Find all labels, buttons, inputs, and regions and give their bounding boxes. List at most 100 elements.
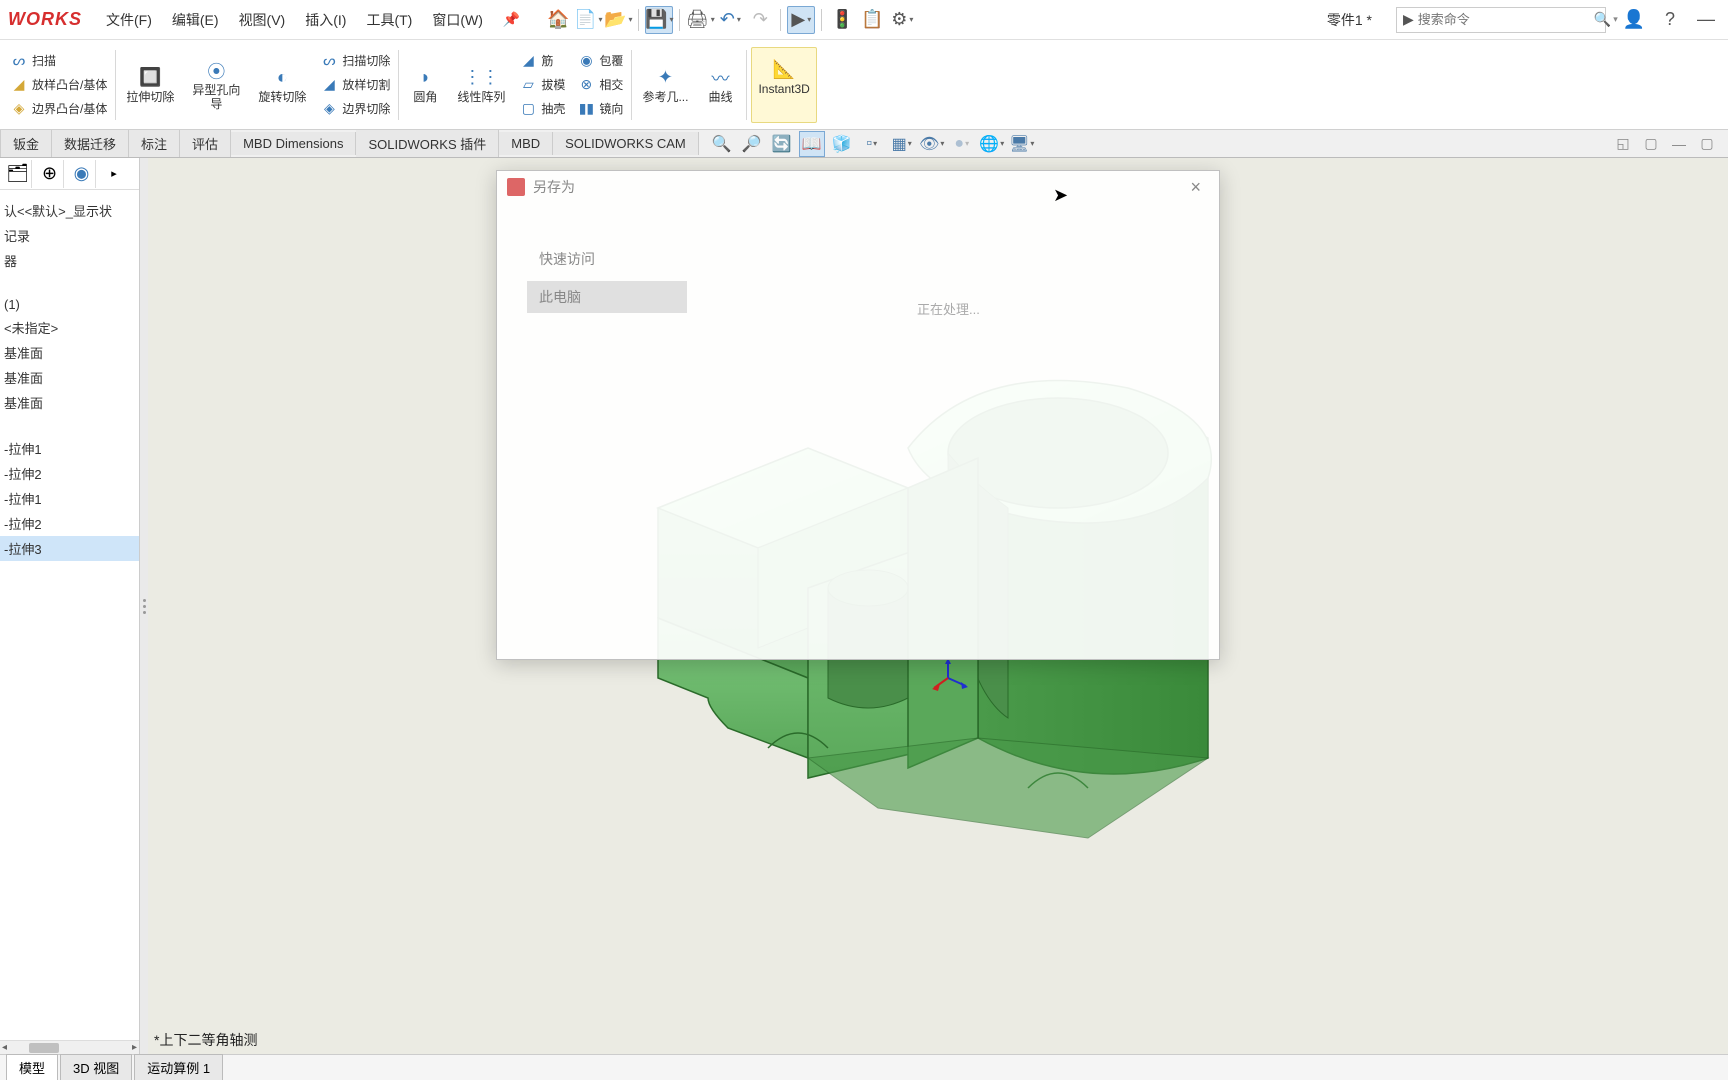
tab-sw-addins[interactable]: SOLIDWORKS 插件 <box>356 130 499 157</box>
tab-sheetmetal[interactable]: 钣金 <box>0 130 52 157</box>
bottom-tab-3dview[interactable]: 3D 视图 <box>60 1054 132 1080</box>
dialog-title-text: 另存为 <box>533 177 575 197</box>
tab-evaluate[interactable]: 评估 <box>180 130 231 157</box>
wrap-button[interactable]: ◉包覆 <box>573 50 627 72</box>
edit-appearance-icon[interactable]: 👁 <box>919 131 945 157</box>
tree-blank[interactable] <box>0 273 139 294</box>
scene-icon[interactable]: ● <box>949 131 975 157</box>
hole-wizard-button[interactable]: ⦿异型孔向导 <box>184 57 248 113</box>
menu-view[interactable]: 视图(V) <box>231 6 294 34</box>
chevron-down-icon[interactable]: ▾ <box>1613 14 1618 25</box>
tree-item-1[interactable]: (1) <box>0 294 139 315</box>
tree-plane-1[interactable]: 基准面 <box>0 340 139 365</box>
draft-button[interactable]: ▱拔模 <box>515 74 569 96</box>
linear-pattern-button[interactable]: ⋮⋮线性阵列 <box>451 64 511 106</box>
dialog-close-button[interactable]: × <box>1182 177 1209 198</box>
tree-scrollbar[interactable]: ◂▸ <box>0 1040 139 1054</box>
scan-cut-button[interactable]: ᔕ扫描切除 <box>316 50 394 72</box>
zoom-fit-icon[interactable]: 🔍 <box>709 131 735 157</box>
view-orient-icon[interactable]: 🧊 <box>829 131 855 157</box>
loft-boss-button[interactable]: ◢放样凸台/基体 <box>6 74 111 96</box>
search-icon[interactable]: 🔍 <box>1594 11 1611 28</box>
menu-window[interactable]: 窗口(W) <box>424 6 491 34</box>
restore-icon[interactable]: ◱ <box>1610 131 1636 157</box>
tab-data-migration[interactable]: 数据迁移 <box>52 130 129 157</box>
fillet-button[interactable]: ◗圆角 <box>403 64 447 106</box>
pin-icon[interactable]: 📌 <box>503 11 520 28</box>
shell-button[interactable]: ▢抽壳 <box>515 98 569 120</box>
ref-geom-button[interactable]: ✦参考几... <box>636 64 694 106</box>
instant3d-label: Instant3D <box>758 82 809 96</box>
close-window-icon[interactable]: ▢ <box>1694 131 1720 157</box>
dialog-titlebar[interactable]: 另存为 × <box>497 171 1219 203</box>
tab-mbd-dim[interactable]: MBD Dimensions <box>231 132 356 155</box>
user-icon[interactable]: 👤 <box>1620 6 1648 34</box>
options-icon[interactable]: 📋 <box>858 6 886 34</box>
tree-plane-3[interactable]: 基准面 <box>0 390 139 415</box>
home-icon[interactable]: 🏠 <box>544 6 572 34</box>
tab-mbd[interactable]: MBD <box>499 132 553 155</box>
redo-icon[interactable]: ↷ <box>746 6 774 34</box>
hide-show-icon[interactable]: ▦ <box>889 131 915 157</box>
tree-blank2[interactable] <box>0 415 139 436</box>
settings-icon[interactable]: ⚙ <box>888 6 916 34</box>
min-window-icon[interactable]: — <box>1666 131 1692 157</box>
tree-feat-4[interactable]: -拉伸2 <box>0 511 139 536</box>
tree-config-icon[interactable]: 🗂 <box>4 160 32 188</box>
rebuild-icon[interactable]: 🚦 <box>828 6 856 34</box>
minimize-icon[interactable]: — <box>1692 6 1720 34</box>
bottom-tab-motion[interactable]: 运动算例 1 <box>134 1054 223 1080</box>
search-box[interactable]: ▶ 🔍 ▾ <box>1396 7 1606 33</box>
intersect-button[interactable]: ⊗相交 <box>573 74 627 96</box>
tree-display-state[interactable]: 认<<默认>_显示状 <box>0 198 139 223</box>
tree-feat-2[interactable]: -拉伸2 <box>0 461 139 486</box>
boundary-boss-button[interactable]: ◈边界凸台/基体 <box>6 98 111 120</box>
tree-arrow-icon[interactable]: ▸ <box>100 160 128 188</box>
section-view-icon[interactable]: 📖 <box>799 131 825 157</box>
splitter[interactable] <box>140 158 148 1054</box>
prev-view-icon[interactable]: 🔄 <box>769 131 795 157</box>
display-style-icon[interactable]: ▫ <box>859 131 885 157</box>
tree-plane-2[interactable]: 基准面 <box>0 365 139 390</box>
revolve-cut-button[interactable]: ◐旋转切除 <box>252 64 312 106</box>
nav-this-pc[interactable]: 此电脑 <box>527 281 687 313</box>
help-icon[interactable]: ? <box>1656 6 1684 34</box>
tree-display-icon[interactable]: ⊕ <box>36 160 64 188</box>
extrude-cut-button[interactable]: 🔲拉伸切除 <box>120 64 180 106</box>
open-icon[interactable]: 📂 <box>604 6 632 34</box>
tab-sw-cam[interactable]: SOLIDWORKS CAM <box>553 132 699 155</box>
view-settings-icon[interactable]: 🖥 <box>1009 131 1035 157</box>
bottom-tab-model[interactable]: 模型 <box>6 1054 58 1080</box>
instant3d-button[interactable]: 📐Instant3D <box>751 47 816 123</box>
scan-button[interactable]: ᔕ扫描 <box>6 50 111 72</box>
new-icon[interactable]: 📄 <box>574 6 602 34</box>
tree-material[interactable]: <未指定> <box>0 315 139 340</box>
tree-history[interactable]: 记录 <box>0 223 139 248</box>
undo-icon[interactable]: ↶ <box>716 6 744 34</box>
dialog-nav: 快速访问 此电脑 <box>527 243 687 313</box>
zoom-area-icon[interactable]: 🔎 <box>739 131 765 157</box>
select-icon[interactable]: ▶ <box>787 6 815 34</box>
menu-file[interactable]: 文件(F) <box>98 6 160 34</box>
tab-annotate[interactable]: 标注 <box>129 130 180 157</box>
save-icon[interactable]: 💾 <box>645 6 673 34</box>
viewport[interactable]: 另存为 × 快速访问 此电脑 正在处理... ➤ *上下二等角轴测 <box>148 158 1728 1054</box>
menu-insert[interactable]: 插入(I) <box>297 6 354 34</box>
tree-feat-3[interactable]: -拉伸1 <box>0 486 139 511</box>
curves-button[interactable]: 〰曲线 <box>698 64 742 106</box>
apply-scene-icon[interactable]: 🌐 <box>979 131 1005 157</box>
maximize-icon[interactable]: ▢ <box>1638 131 1664 157</box>
tree-feat-5[interactable]: -拉伸3 <box>0 536 139 561</box>
tree-feat-1[interactable]: -拉伸1 <box>0 436 139 461</box>
tree-sensors[interactable]: 器 <box>0 248 139 273</box>
menu-tools[interactable]: 工具(T) <box>358 6 420 34</box>
nav-quick-access[interactable]: 快速访问 <box>527 243 687 275</box>
rib-button[interactable]: ◢筋 <box>515 50 569 72</box>
mirror-button[interactable]: ▮▮镜向 <box>573 98 627 120</box>
menu-edit[interactable]: 编辑(E) <box>164 6 227 34</box>
print-icon[interactable]: 🖨 <box>686 6 714 34</box>
loft-cut-button[interactable]: ◢放样切割 <box>316 74 394 96</box>
tree-filter-icon[interactable]: ◉ <box>68 160 96 188</box>
boundary-cut-button[interactable]: ◈边界切除 <box>316 98 394 120</box>
search-input[interactable] <box>1418 12 1594 27</box>
